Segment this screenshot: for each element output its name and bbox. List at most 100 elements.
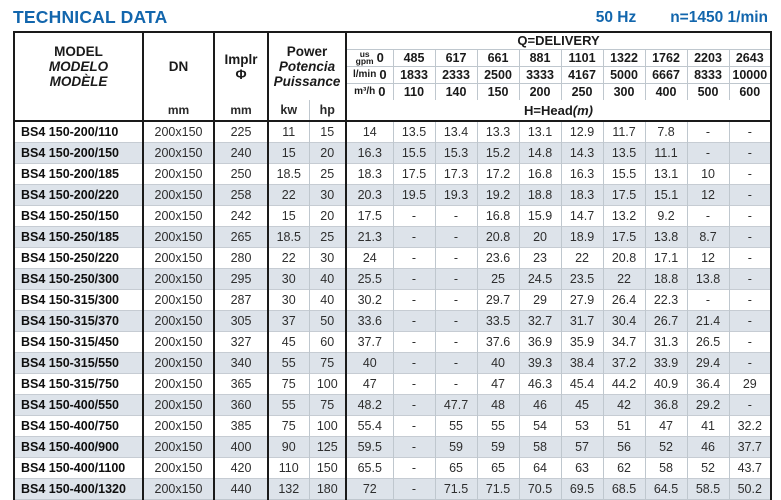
- head-cell: -: [434, 225, 478, 247]
- frequency-label: 50 Hz: [595, 9, 637, 26]
- head-cell: 25.5: [345, 267, 394, 289]
- puissance-label: Puissance: [273, 74, 341, 89]
- head-cell: 7.8: [644, 121, 688, 142]
- table-row: BS4 150-250/150 200x150 242 15 20 17.5- -16.8 1…: [14, 204, 772, 226]
- impeller-cell: 385: [213, 414, 268, 436]
- dn-cell: 200x150: [142, 456, 214, 478]
- head-cell: 40.9: [644, 372, 688, 394]
- head-cell: 19.5: [392, 183, 436, 205]
- dn-cell: 200x150: [142, 267, 214, 289]
- hp-cell: 125: [308, 435, 347, 457]
- head-group-header: H=Head(m): [345, 100, 772, 122]
- head-cell: 72: [345, 477, 394, 499]
- head-cell: 8.7: [686, 225, 730, 247]
- impeller-cell: 305: [213, 309, 268, 331]
- head-cell: 63: [560, 456, 604, 478]
- delivery-unit-m3h: m³/h 0: [345, 82, 394, 100]
- impeller-phi-symbol: Φ: [235, 66, 247, 82]
- kw-cell: 90: [267, 435, 309, 457]
- head-cell: 52: [644, 435, 688, 457]
- dn-cell: 200x150: [142, 330, 214, 352]
- table-row: BS4 150-315/450 200x150 327 45 60 37.7- -37.6 3…: [14, 330, 772, 352]
- head-cell: 64.5: [644, 477, 688, 499]
- dn-cell: 200x150: [142, 309, 214, 331]
- table-row: BS4 150-315/550 200x150 340 55 75 40- -40 39.3 3…: [14, 351, 772, 373]
- head-cell: 37.7: [345, 330, 394, 352]
- model-cell: BS4 150-400/550: [14, 393, 143, 415]
- delivery-value: 1322: [602, 48, 646, 66]
- head-cell: 57: [560, 435, 604, 457]
- head-cell: 35.9: [560, 330, 604, 352]
- hp-cell: 100: [308, 372, 347, 394]
- head-cell: 36.8: [644, 393, 688, 415]
- head-cell: -: [392, 288, 436, 310]
- kw-cell: 30: [267, 288, 309, 310]
- impeller-cell: 400: [213, 435, 268, 457]
- head-cell: -: [728, 330, 772, 352]
- head-cell: 16.8: [518, 162, 562, 184]
- head-cell: 47.7: [434, 393, 478, 415]
- delivery-value: 1101: [560, 48, 604, 66]
- head-cell: -: [728, 267, 772, 289]
- impeller-cell: 280: [213, 246, 268, 268]
- head-cell: 29.4: [686, 351, 730, 373]
- head-cell: 40: [476, 351, 520, 373]
- head-cell: 14.7: [560, 204, 604, 226]
- table-row: BS4 150-400/550 200x150 360 55 75 48.2-47.7 48…: [14, 393, 772, 415]
- dn-cell: 200x150: [142, 121, 214, 142]
- delivery-value: 5000: [602, 65, 646, 83]
- head-cell: 68.5: [602, 477, 646, 499]
- head-cell: -: [392, 267, 436, 289]
- hp-cell: 20: [308, 141, 347, 163]
- head-cell: -: [728, 393, 772, 415]
- head-cell: 39.3: [518, 351, 562, 373]
- head-cell: -: [434, 330, 478, 352]
- table-row: BS4 150-250/300 200x150 295 30 40 25.5- -25 24.…: [14, 267, 772, 289]
- head-cell: 37.7: [728, 435, 772, 457]
- delivery-unit-lmin: l/min 0: [345, 65, 394, 83]
- model-cell: BS4 150-400/1100: [14, 456, 143, 478]
- head-cell: 44.2: [602, 372, 646, 394]
- head-cell: 23.5: [560, 267, 604, 289]
- delivery-value: 881: [518, 48, 562, 66]
- head-label: H=Head: [524, 102, 573, 118]
- head-cell: -: [434, 246, 478, 268]
- delivery-value: 250: [560, 82, 604, 100]
- hp-cell: 30: [308, 183, 347, 205]
- model-cell: BS4 150-200/220: [14, 183, 143, 205]
- kw-cell: 132: [267, 477, 309, 499]
- delivery-group-header: Q=DELIVERY: [345, 32, 772, 49]
- head-cell: 23.6: [476, 246, 520, 268]
- kw-unit-label: kw: [267, 100, 309, 122]
- impeller-cell: 287: [213, 288, 268, 310]
- head-cell: 14.8: [518, 141, 562, 163]
- hp-cell: 75: [308, 393, 347, 415]
- head-cell: 26.4: [602, 288, 646, 310]
- m3h-label: m³/h: [354, 86, 376, 98]
- delivery-value: 1762: [644, 48, 688, 66]
- table-row: BS4 150-315/750 200x150 365 75 100 47- -47 46.3…: [14, 372, 772, 394]
- head-cell: 15.9: [518, 204, 562, 226]
- dn-cell: 200x150: [142, 372, 214, 394]
- delivery-value: 500: [686, 82, 730, 100]
- head-cell: -: [728, 121, 772, 142]
- dn-cell: 200x150: [142, 246, 214, 268]
- head-cell: 40: [345, 351, 394, 373]
- head-cell: -: [686, 141, 730, 163]
- kw-cell: 55: [267, 393, 309, 415]
- head-cell: 20.3: [345, 183, 394, 205]
- head-cell: -: [728, 246, 772, 268]
- kw-cell: 18.5: [267, 225, 309, 247]
- head-cell: 58.5: [686, 477, 730, 499]
- table-row: BS4 150-400/1100 200x150 420 110 150 65.5-65 6…: [14, 456, 772, 478]
- technical-data-table: MODEL MODELO MODÈLE DN Implr Φ Power Pot…: [13, 31, 773, 500]
- impeller-cell: 240: [213, 141, 268, 163]
- head-cell: 13.8: [686, 267, 730, 289]
- head-cell: 24.5: [518, 267, 562, 289]
- head-cell: 45.4: [560, 372, 604, 394]
- m3h-zero-value: 0: [378, 84, 386, 100]
- head-cell: 19.3: [434, 183, 478, 205]
- head-cell: 27.9: [560, 288, 604, 310]
- table-row: BS4 150-315/370 200x150 305 37 50 33.6- -33.5 3…: [14, 309, 772, 331]
- head-cell: 19.2: [476, 183, 520, 205]
